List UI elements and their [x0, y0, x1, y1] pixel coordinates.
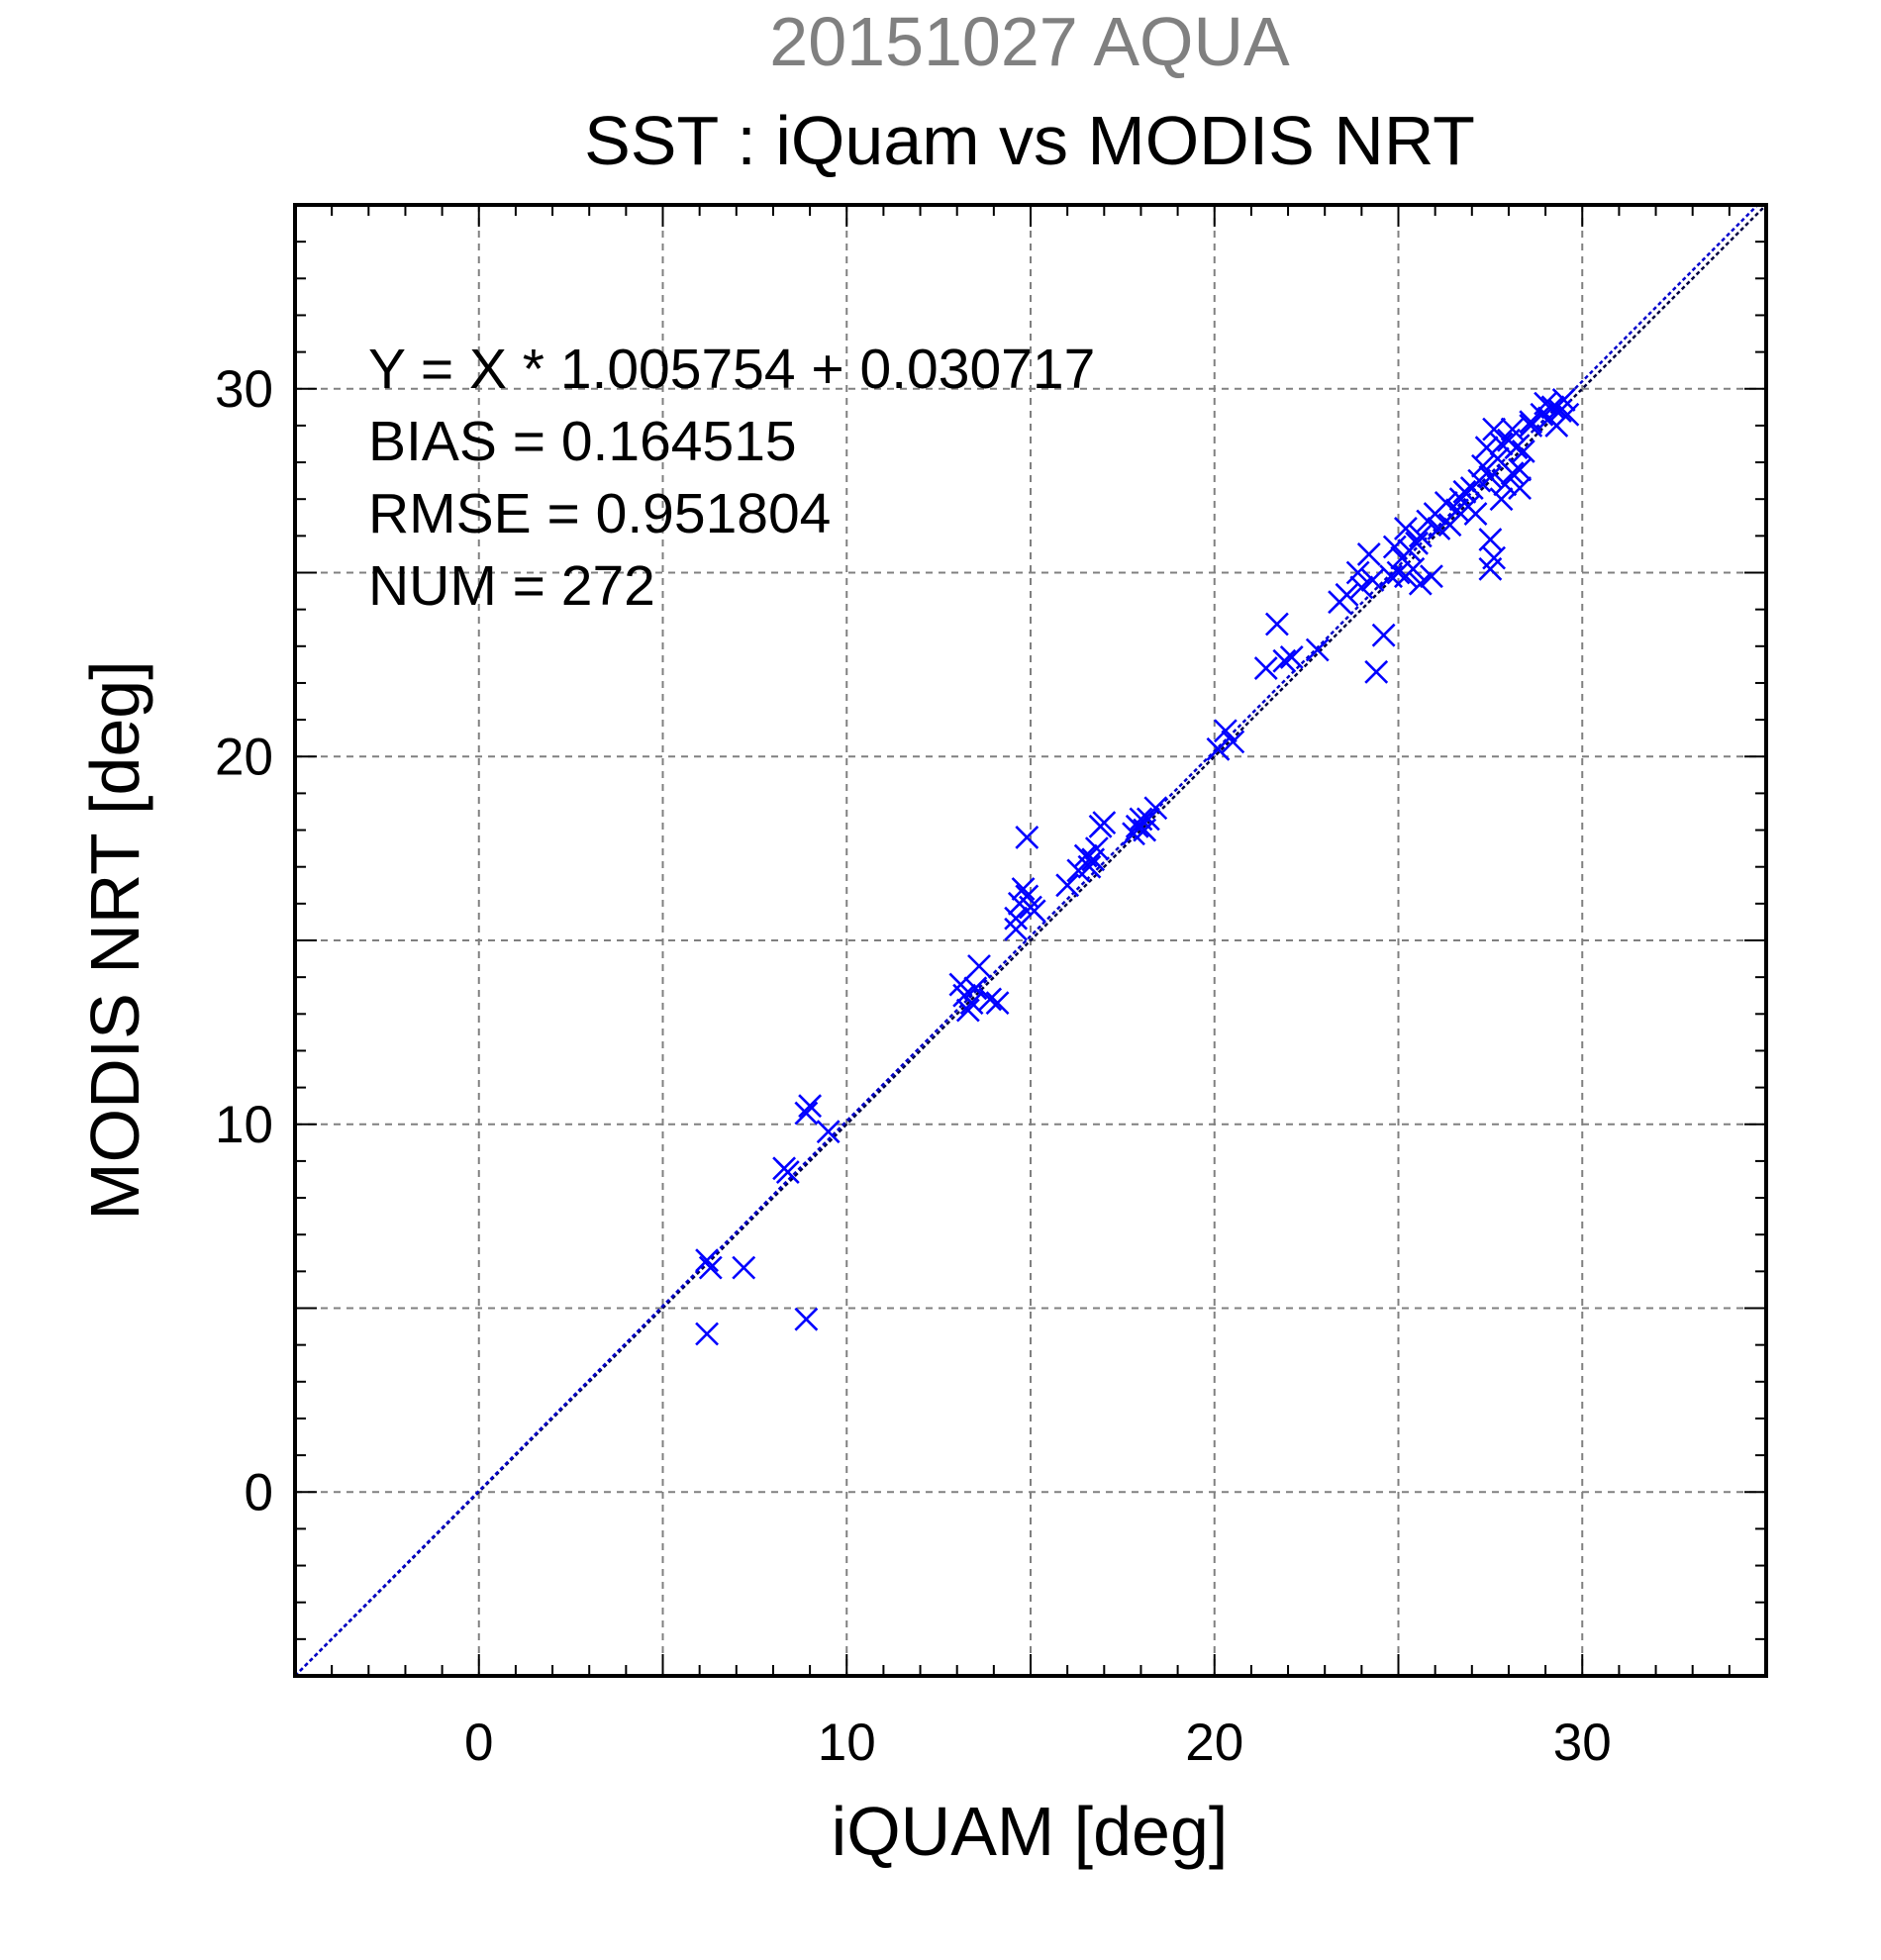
- data-point: [963, 976, 988, 1001]
- fit-line: [295, 205, 1760, 1676]
- x-tick-label: 20: [1185, 1714, 1243, 1772]
- data-point: [1206, 736, 1231, 761]
- data-point: [1504, 436, 1529, 460]
- data-point: [1478, 464, 1503, 489]
- data-point: [1272, 648, 1297, 673]
- data-point: [1500, 417, 1525, 441]
- data-point: [1386, 560, 1411, 585]
- data-point: [1551, 387, 1576, 412]
- data-point: [1508, 476, 1533, 500]
- stats-fit-equation: Y = X * 1.005754 + 0.030717: [368, 338, 1095, 401]
- data-point: [1004, 917, 1029, 941]
- stats-num: NUM = 272: [368, 554, 655, 618]
- data-point: [1519, 410, 1543, 435]
- data-point: [1279, 645, 1304, 669]
- data-point: [1394, 517, 1418, 540]
- data-point: [1345, 560, 1370, 585]
- stats-box: Y = X * 1.005754 + 0.030717 BIAS = 0.164…: [368, 338, 1095, 618]
- grid-lines: [295, 205, 1766, 1676]
- data-point: [955, 998, 980, 1023]
- data-point: [794, 1101, 819, 1126]
- data-point: [1004, 906, 1029, 931]
- x-tick-labels: 0 10 20 30: [464, 1714, 1612, 1772]
- data-point: [1371, 623, 1396, 647]
- data-point: [1136, 807, 1160, 832]
- data-point: [1463, 502, 1488, 526]
- stats-rmse: RMSE = 0.951804: [368, 482, 831, 545]
- data-point: [1221, 730, 1245, 754]
- data-point: [1540, 395, 1565, 420]
- chart-subtitle: 20151027 AQUA: [769, 3, 1290, 80]
- data-point: [1335, 582, 1359, 607]
- data-point: [794, 1307, 819, 1331]
- x-tick-label: 0: [464, 1714, 493, 1772]
- data-point: [959, 991, 984, 1016]
- y-tick-label: 10: [215, 1096, 273, 1154]
- data-point: [1420, 564, 1443, 589]
- data-point: [1349, 575, 1374, 600]
- data-point: [816, 1120, 841, 1144]
- data-point: [1077, 854, 1102, 879]
- data-point: [1434, 490, 1458, 515]
- y-tick-label: 20: [215, 728, 273, 786]
- data-point: [1405, 531, 1429, 555]
- data-point: [1015, 826, 1040, 849]
- stats-bias: BIAS = 0.164515: [368, 410, 797, 473]
- data-point: [1092, 811, 1117, 835]
- chart-title: SST : iQuam vs MODIS NRT: [584, 102, 1475, 179]
- data-point: [1489, 487, 1514, 512]
- data-point: [1364, 659, 1389, 684]
- y-tick-labels: 0 10 20 30: [215, 360, 273, 1522]
- data-point: [1011, 877, 1036, 901]
- data-point: [1511, 439, 1535, 463]
- data-point: [1478, 528, 1503, 551]
- data-point: [1508, 457, 1533, 482]
- data-point: [1437, 513, 1462, 538]
- data-point: [1394, 564, 1418, 589]
- data-point: [967, 954, 991, 978]
- data-point: [1489, 432, 1514, 456]
- data-point: [985, 991, 1010, 1016]
- data-point: [1408, 524, 1433, 548]
- data-point: [1356, 542, 1381, 566]
- x-axis-title: iQUAM [deg]: [832, 1793, 1229, 1870]
- data-point: [1213, 719, 1238, 743]
- data-point: [1305, 637, 1330, 662]
- data-point: [1084, 836, 1109, 861]
- y-axis-title: MODIS NRT [deg]: [76, 660, 153, 1220]
- data-point: [698, 1255, 723, 1280]
- data-point: [978, 987, 1003, 1012]
- data-point: [1452, 479, 1477, 504]
- data-point: [1408, 571, 1433, 596]
- data-point: [1055, 873, 1080, 898]
- data-point: [1143, 796, 1168, 821]
- data-point: [1253, 656, 1278, 681]
- data-point: [1125, 814, 1149, 838]
- data-point: [695, 1248, 719, 1273]
- data-point: [1382, 535, 1407, 559]
- data-point: [1264, 612, 1289, 637]
- data-point: [775, 1160, 800, 1184]
- data-point: [1482, 417, 1507, 441]
- data-point: [1534, 391, 1558, 416]
- y-tick-label: 0: [245, 1463, 273, 1521]
- y-tick-label: 30: [215, 360, 273, 419]
- data-point: [798, 1094, 823, 1119]
- data-point: [1500, 461, 1525, 486]
- data-point: [732, 1255, 756, 1280]
- x-tick-label: 10: [818, 1714, 876, 1772]
- plot-frame: [293, 203, 1768, 1678]
- x-tick-label: 30: [1553, 1714, 1612, 1772]
- data-point: [1022, 899, 1046, 924]
- data-point: [1360, 568, 1385, 592]
- data-point: [1555, 402, 1580, 427]
- data-point: [1471, 453, 1495, 478]
- data-point: [1478, 556, 1503, 581]
- data-points: [695, 387, 1580, 1346]
- data-point: [695, 1322, 719, 1346]
